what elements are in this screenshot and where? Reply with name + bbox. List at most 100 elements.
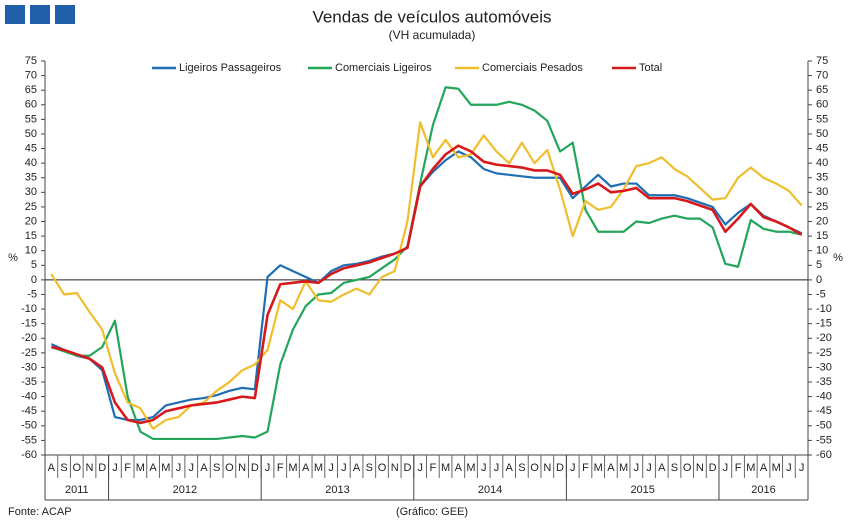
x-tick-label: J — [634, 462, 640, 474]
x-tick-label: J — [494, 462, 500, 474]
y2-tick-label: 0 — [816, 274, 822, 286]
y2-tick-label: 70 — [816, 69, 828, 81]
x-tick-label: J — [176, 462, 182, 474]
x-tick-label: J — [417, 462, 423, 474]
x-tick-label: A — [505, 462, 513, 474]
x-tick-label: A — [200, 462, 208, 474]
y2-tick-label: -35 — [816, 376, 832, 388]
y-tick-label: 20 — [25, 215, 37, 227]
year-label: 2014 — [478, 484, 502, 496]
y2-tick-label: 30 — [816, 186, 828, 198]
y2-tick-label: -45 — [816, 405, 832, 417]
y-tick-label: -10 — [21, 303, 37, 315]
y2-tick-label: -10 — [816, 303, 832, 315]
y2-tick-label: 5 — [816, 259, 822, 271]
chart-subtitle: (VH acumulada) — [389, 28, 476, 42]
x-tick-label: M — [441, 462, 450, 474]
x-tick-label: O — [378, 462, 387, 474]
x-tick-label: F — [582, 462, 589, 474]
y2-tick-label: -50 — [816, 420, 832, 432]
x-tick-label: D — [403, 462, 411, 474]
y-tick-label: -50 — [21, 420, 37, 432]
y-tick-label: -20 — [21, 332, 37, 344]
y-tick-label: 65 — [25, 84, 37, 96]
y2-tick-label: 65 — [816, 84, 828, 96]
y-tick-label: 55 — [25, 113, 37, 125]
series-line — [50, 150, 803, 422]
y2-tick-label: 55 — [816, 113, 828, 125]
x-tick-label: F — [735, 462, 742, 474]
y2-tick-label: 35 — [816, 172, 828, 184]
x-tick-label: A — [353, 462, 361, 474]
x-tick-label: F — [277, 462, 284, 474]
x-tick-label: J — [786, 462, 792, 474]
legend-label: Comerciais Pesados — [482, 62, 583, 74]
y-tick-label: 45 — [25, 142, 37, 154]
x-tick-label: J — [188, 462, 194, 474]
y-tick-label: -45 — [21, 405, 37, 417]
y2-tick-label: 15 — [816, 230, 828, 242]
x-tick-label: J — [723, 462, 729, 474]
x-tick-label: M — [466, 462, 475, 474]
x-tick-label: M — [746, 462, 755, 474]
y-tick-label: -40 — [21, 391, 37, 403]
x-tick-label: J — [570, 462, 576, 474]
source: Fonte: ACAP — [8, 506, 72, 518]
y-tick-label: 0 — [31, 274, 37, 286]
y-tick-label: 30 — [25, 186, 37, 198]
x-tick-label: A — [48, 462, 56, 474]
y2-tick-label: 10 — [816, 245, 828, 257]
y2-tick-label: -15 — [816, 318, 832, 330]
y2-axis-label: % — [833, 252, 843, 264]
x-tick-label: O — [73, 462, 82, 474]
x-tick-label: M — [288, 462, 297, 474]
y2-tick-label: -40 — [816, 391, 832, 403]
y-axis-label: % — [8, 252, 18, 264]
y-tick-label: 70 — [25, 69, 37, 81]
series-line — [51, 144, 803, 425]
x-tick-label: M — [772, 462, 781, 474]
y2-tick-label: 60 — [816, 99, 828, 111]
x-tick-label: N — [543, 462, 551, 474]
x-tick-label: S — [671, 462, 678, 474]
y2-tick-label: 75 — [816, 55, 828, 67]
x-tick-label: D — [709, 462, 717, 474]
x-tick-label: O — [530, 462, 539, 474]
x-tick-label: D — [251, 462, 259, 474]
y2-tick-label: 25 — [816, 201, 828, 213]
x-tick-label: A — [455, 462, 463, 474]
x-tick-label: F — [124, 462, 131, 474]
x-tick-label: N — [696, 462, 704, 474]
y2-tick-label: 45 — [816, 142, 828, 154]
y2-tick-label: -20 — [816, 332, 832, 344]
x-tick-label: S — [518, 462, 525, 474]
year-label: 2016 — [751, 484, 775, 496]
y2-tick-label: -30 — [816, 361, 832, 373]
year-label: 2015 — [630, 484, 654, 496]
y2-tick-label: -5 — [816, 288, 826, 300]
x-tick-label: J — [265, 462, 271, 474]
x-tick-label: O — [683, 462, 692, 474]
x-tick-label: M — [314, 462, 323, 474]
year-label: 2013 — [325, 484, 349, 496]
y-tick-label: 25 — [25, 201, 37, 213]
y-tick-label: -55 — [21, 434, 37, 446]
x-tick-label: D — [556, 462, 564, 474]
legend-label: Ligeiros Passageiros — [179, 62, 282, 74]
x-tick-label: M — [594, 462, 603, 474]
y-tick-label: -25 — [21, 347, 37, 359]
legend-label: Comerciais Ligeiros — [335, 62, 432, 74]
x-tick-label: J — [799, 462, 805, 474]
x-tick-label: F — [429, 462, 436, 474]
x-tick-label: M — [619, 462, 628, 474]
y2-tick-label: 40 — [816, 157, 828, 169]
x-tick-label: A — [607, 462, 615, 474]
y2-tick-label: -60 — [816, 449, 832, 461]
y-tick-label: -15 — [21, 318, 37, 330]
x-tick-label: A — [760, 462, 768, 474]
x-tick-label: S — [60, 462, 67, 474]
x-tick-label: N — [86, 462, 94, 474]
x-tick-label: D — [98, 462, 106, 474]
y-tick-label: 35 — [25, 172, 37, 184]
